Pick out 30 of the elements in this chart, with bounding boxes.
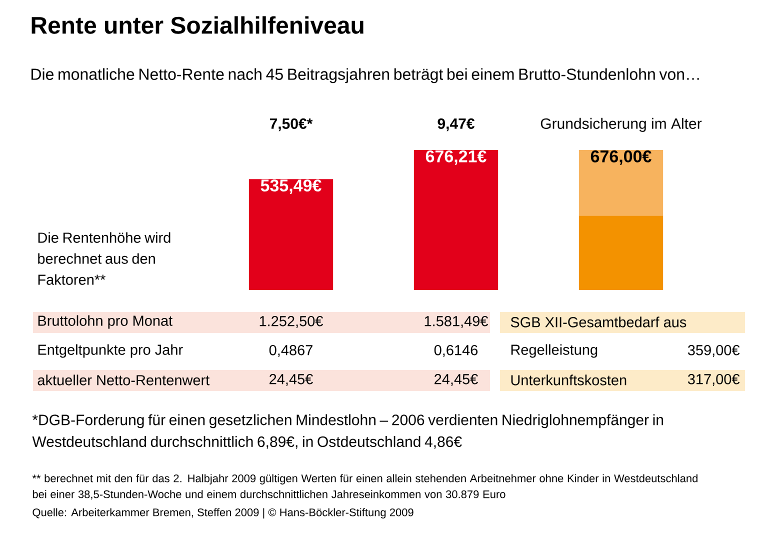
bar — [414, 150, 498, 290]
text: ** berechnet mit den für das 2. Halbjahr 2009 gültigen Werten für einen allein stehenden Arbeitnehmer ohne Kinder in Westdeutschland bei einer 38,5-Stunden-Woche und einem durchschnittlichen Jahreseinkommen von 30.879 Euro — [32, 474, 698, 500]
text: Unterkunftskosten — [511, 374, 626, 386]
text: Bruttolohn pro Monat — [38, 315, 172, 329]
text: 1.252,50€ — [260, 316, 324, 328]
text: 317,00€ — [688, 374, 740, 386]
text: Entgeltpunkte pro Jahr — [38, 344, 183, 358]
text: 359,00€ — [688, 345, 740, 357]
bar — [248, 179, 334, 290]
text: SGB XII-Gesamtbedarf aus — [510, 316, 686, 328]
text: 1.581,49€ — [424, 316, 488, 328]
source-note: Quelle: Arbeiterkammer Bremen, Steffen 2009 | © Hans-Böckler-Stiftung 2009 — [32, 508, 414, 518]
text: *DGB-Forderung für einen gesetzlichen Mindestlohn – 2006 verdienten Niedriglohnempfänger in Westdeutschland durchschnittlich 6,89€, in Ostdeutschland 4,86€ — [32, 414, 664, 449]
text: 24,45€ — [270, 374, 313, 386]
data-label: 535,49€ — [260, 179, 322, 194]
chart-title: Rente unter Sozialhilfeniveau — [32, 16, 364, 34]
text: Regelleistung — [511, 344, 598, 358]
bar — [578, 216, 664, 290]
bar — [578, 150, 664, 216]
text: 0,4867 — [269, 345, 312, 357]
chart-subtitle: Die monatliche Netto-Rente nach 45 Beitragsjahren beträgt bei einem Brutto-Stundenlohn von… — [32, 68, 699, 84]
text: 24,45€ — [434, 374, 478, 386]
data-label: 676,21€ — [426, 150, 486, 165]
text: aktueller Netto-Rentenwert — [38, 374, 210, 386]
x-tick-label: 7,50€* — [270, 118, 313, 132]
total-label: 676,00€ — [590, 150, 652, 165]
text: 0,6146 — [434, 345, 478, 357]
x-tick-label: 9,47€ — [438, 118, 475, 132]
text: Die Rentenhöhe wird berechnet aus den Faktoren** — [38, 232, 170, 285]
x-tick-label: Grundsicherung im Alter — [540, 118, 702, 132]
